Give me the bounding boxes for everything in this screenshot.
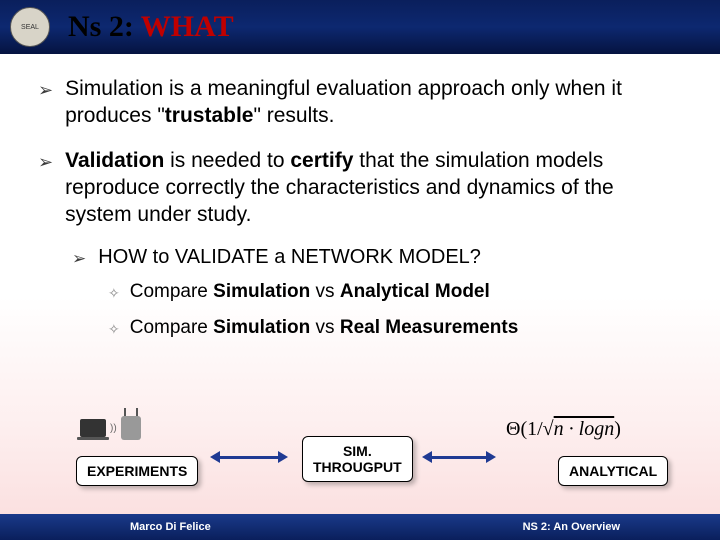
compare-1-text: Compare Simulation vs Analytical Model bbox=[130, 281, 490, 303]
text-fragment: " results. bbox=[253, 104, 334, 127]
text-bold: Simulation bbox=[213, 317, 310, 338]
diagram-row: )) EXPERIMENTS SIM. THROUGPUT Θ(1/√n · l… bbox=[0, 422, 720, 502]
box-label: EXPERIMENTS bbox=[87, 463, 187, 479]
experiments-box: EXPERIMENTS bbox=[76, 456, 198, 486]
analytical-box: ANALYTICAL bbox=[558, 456, 668, 486]
diamond-icon: ✧ bbox=[108, 285, 120, 303]
text-bold: Real Measurements bbox=[340, 317, 518, 338]
sub-bullet: ➢ HOW to VALIDATE a NETWORK MODEL? bbox=[72, 246, 682, 269]
box-label: ANALYTICAL bbox=[569, 463, 657, 479]
double-arrow-icon bbox=[430, 456, 488, 459]
formula-text: Θ(1/√n · logn) bbox=[506, 418, 621, 441]
compare-item-2: ✧ Compare Simulation vs Real Measurement… bbox=[108, 317, 682, 339]
bullet-1: ➢ Simulation is a meaningful evaluation … bbox=[38, 76, 682, 130]
slide-title: Ns 2: WHAT bbox=[68, 10, 234, 44]
slide-body: ➢ Simulation is a meaningful evaluation … bbox=[0, 54, 720, 339]
compare-item-1: ✧ Compare Simulation vs Analytical Model bbox=[108, 281, 682, 303]
bullet-arrow-icon: ➢ bbox=[38, 79, 53, 130]
sub-bullet-text: HOW to VALIDATE a NETWORK MODEL? bbox=[98, 246, 481, 269]
text-fragment: Compare bbox=[130, 317, 213, 338]
text-fragment: n · logn bbox=[554, 418, 615, 440]
bullet-2: ➢ Validation is needed to certify that t… bbox=[38, 148, 682, 229]
bullet-arrow-icon: ➢ bbox=[72, 249, 86, 269]
compare-2-text: Compare Simulation vs Real Measurements bbox=[130, 317, 519, 339]
bullet-1-text: Simulation is a meaningful evaluation ap… bbox=[65, 76, 682, 130]
slide-footer: Marco Di Felice NS 2: An Overview bbox=[0, 514, 720, 540]
diamond-icon: ✧ bbox=[108, 321, 120, 339]
title-emphasis: WHAT bbox=[141, 10, 234, 43]
text-bold: certify bbox=[290, 149, 353, 172]
bullet-arrow-icon: ➢ bbox=[38, 151, 53, 229]
wifi-icon: )) bbox=[110, 423, 117, 434]
footer-subtitle: NS 2: An Overview bbox=[523, 521, 620, 533]
text-bold: Analytical Model bbox=[340, 281, 490, 302]
university-seal-icon: SEAL bbox=[10, 7, 50, 47]
box-label: THROUGPUT bbox=[313, 459, 402, 475]
text-fragment: Θ(1/ bbox=[506, 418, 543, 440]
devices-icon: )) bbox=[80, 416, 141, 440]
slide-header: SEAL Ns 2: WHAT bbox=[0, 0, 720, 54]
text-fragment: Compare bbox=[130, 281, 213, 302]
text-fragment: ) bbox=[614, 418, 621, 440]
double-arrow-icon bbox=[218, 456, 280, 459]
text-fragment: vs bbox=[310, 281, 340, 302]
text-bold: Simulation bbox=[213, 281, 310, 302]
title-prefix: Ns 2: bbox=[68, 10, 141, 43]
box-label: SIM. bbox=[343, 443, 372, 459]
text-bold: Validation bbox=[65, 149, 164, 172]
text-fragment: is needed to bbox=[164, 149, 290, 172]
footer-author: Marco Di Felice bbox=[130, 521, 211, 533]
router-icon bbox=[121, 416, 141, 440]
bullet-2-text: Validation is needed to certify that the… bbox=[65, 148, 682, 229]
text-fragment: vs bbox=[310, 317, 340, 338]
text-bold: trustable bbox=[165, 104, 254, 127]
sim-throughput-box: SIM. THROUGPUT bbox=[302, 436, 413, 482]
laptop-icon bbox=[80, 419, 106, 437]
text-fragment: Simulation is a meaningful evaluation ap… bbox=[65, 77, 622, 127]
